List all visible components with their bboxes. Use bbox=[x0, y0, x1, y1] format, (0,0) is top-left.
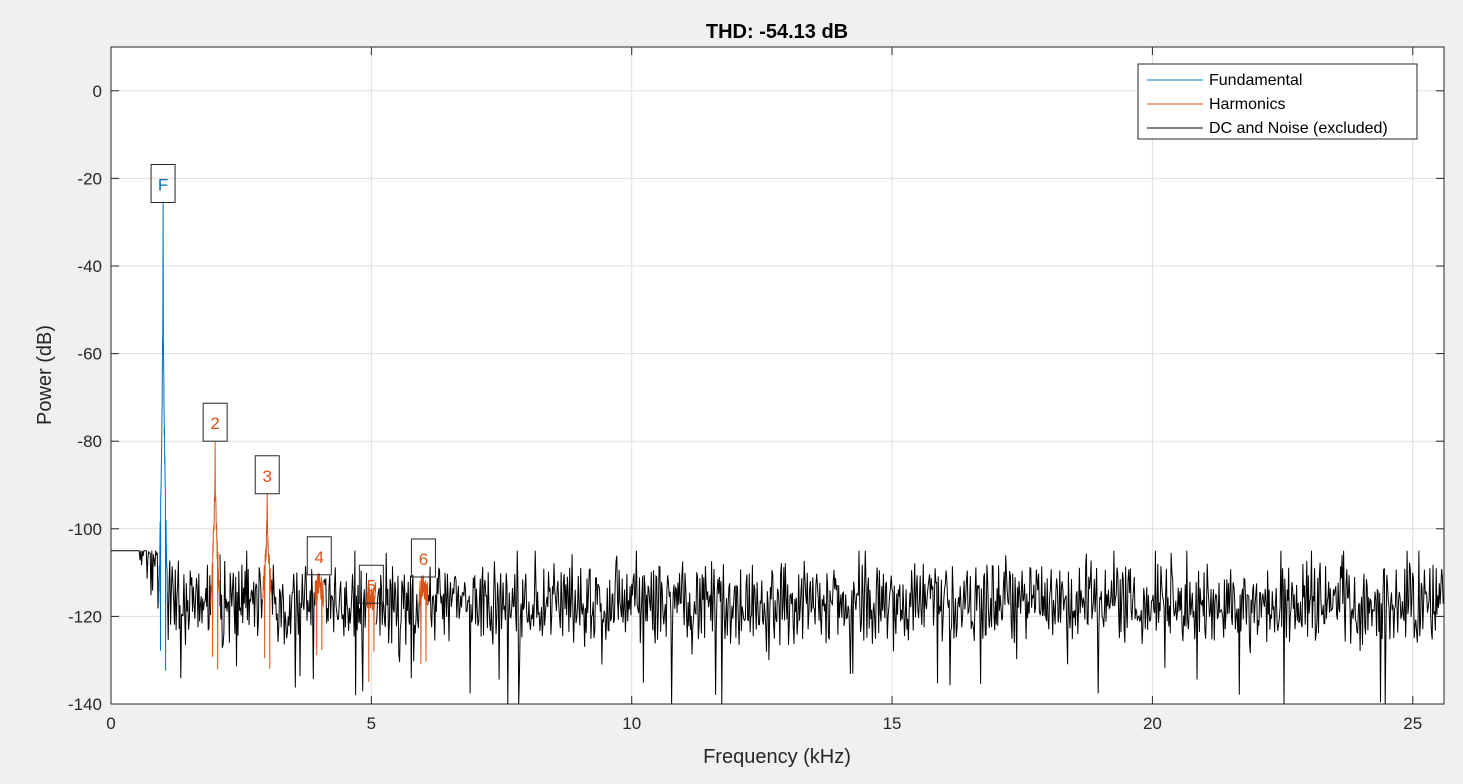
y-tick-label: -140 bbox=[68, 695, 102, 714]
peak-annotation-label: 6 bbox=[419, 550, 428, 569]
noise-trace-segment bbox=[219, 550, 263, 667]
x-tick-label: 0 bbox=[106, 714, 115, 733]
legend-label-harmonics: Harmonics bbox=[1209, 96, 1285, 113]
x-axis-label: Frequency (kHz) bbox=[703, 746, 851, 768]
peak-annotation-box bbox=[306, 536, 332, 576]
noise-trace-segment bbox=[111, 550, 160, 609]
legend-box bbox=[1137, 63, 1418, 140]
noise-trace-segment bbox=[271, 564, 316, 688]
y-tick-label: -80 bbox=[77, 432, 102, 451]
chart-title: THD: -54.13 dB bbox=[706, 21, 848, 43]
peak-annotation-label: 2 bbox=[210, 414, 219, 433]
plot-frame bbox=[110, 46, 1445, 705]
y-tick-label: -40 bbox=[77, 257, 102, 276]
peak-annotation-box bbox=[150, 163, 176, 203]
axis-ticks: 0 5 10 15 20 250-20-40-60-80-100-120-140 bbox=[68, 47, 1444, 733]
peak-annotation-label: F bbox=[158, 175, 168, 194]
peak-annotations: F 2 3 4 5 6 bbox=[150, 163, 436, 604]
y-tick-label: -20 bbox=[77, 169, 102, 188]
y-tick-label: -60 bbox=[77, 345, 102, 364]
noise-trace-segment bbox=[167, 560, 212, 679]
x-tick-label: 10 bbox=[622, 714, 641, 733]
x-tick-label: 25 bbox=[1403, 714, 1422, 733]
peak-annotation-box bbox=[358, 564, 384, 604]
y-tick-label: -100 bbox=[68, 520, 102, 539]
peak-annotation-label: 4 bbox=[315, 548, 324, 567]
y-axis-label: Power (dB) bbox=[34, 325, 56, 425]
noise-trace-segment bbox=[323, 550, 368, 696]
legend-label-noise: DC and Noise (excluded) bbox=[1209, 120, 1388, 137]
y-tick-label: 0 bbox=[93, 82, 102, 101]
peak-annotation-label: 3 bbox=[262, 467, 271, 486]
legend[interactable]: Fundamental Harmonics DC and Noise (excl… bbox=[1137, 63, 1418, 140]
x-tick-label: 20 bbox=[1143, 714, 1162, 733]
x-tick-label: 5 bbox=[367, 714, 376, 733]
noise-trace-segment bbox=[427, 550, 1445, 705]
peak-annotation-box bbox=[410, 538, 436, 578]
peak-annotation-box bbox=[202, 402, 228, 442]
peak-annotation-box bbox=[254, 455, 280, 495]
peak-annotation-label: 5 bbox=[367, 576, 376, 595]
y-tick-label: -120 bbox=[68, 607, 102, 626]
legend-label-fundamental: Fundamental bbox=[1209, 72, 1302, 89]
x-tick-label: 15 bbox=[883, 714, 902, 733]
